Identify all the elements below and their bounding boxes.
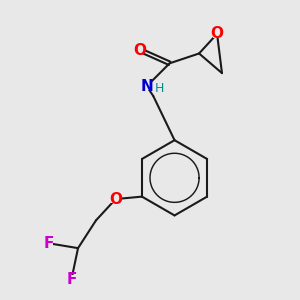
- Text: F: F: [66, 272, 77, 287]
- Text: O: O: [211, 26, 224, 41]
- Text: H: H: [154, 82, 164, 95]
- Text: F: F: [44, 236, 54, 251]
- FancyBboxPatch shape: [213, 30, 221, 38]
- FancyBboxPatch shape: [142, 82, 151, 91]
- FancyBboxPatch shape: [111, 195, 120, 203]
- Text: O: O: [109, 192, 122, 207]
- Text: N: N: [140, 79, 153, 94]
- Text: O: O: [134, 43, 147, 58]
- FancyBboxPatch shape: [68, 275, 75, 283]
- FancyBboxPatch shape: [45, 239, 52, 247]
- FancyBboxPatch shape: [136, 46, 144, 55]
